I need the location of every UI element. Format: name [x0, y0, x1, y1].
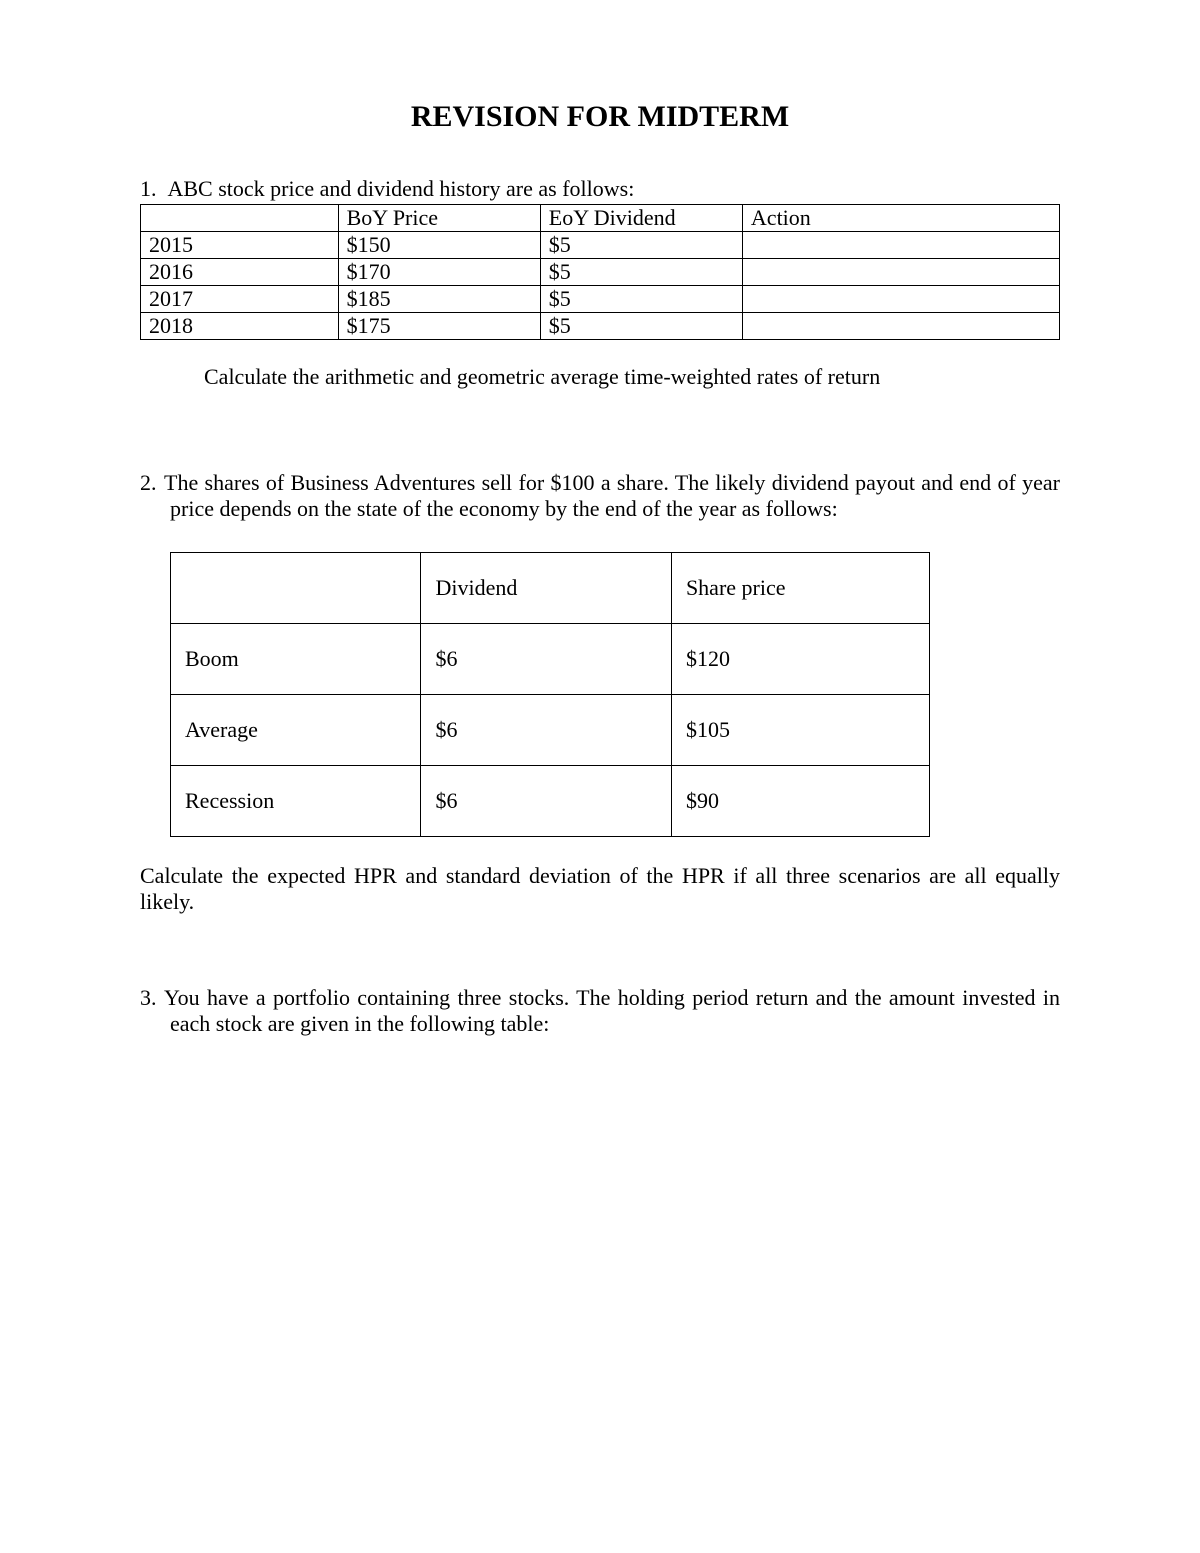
table-cell: Action	[742, 205, 1059, 232]
table-cell: $6	[421, 624, 671, 695]
table-cell: $185	[338, 286, 540, 313]
table-cell: $5	[540, 313, 742, 340]
table-cell	[742, 232, 1059, 259]
q2-intro-text: The shares of Business Adventures sell f…	[164, 470, 1060, 521]
q3-intro: 3.You have a portfolio containing three …	[170, 985, 1060, 1037]
document-page: REVISION FOR MIDTERM 1. ABC stock price …	[0, 0, 1200, 1553]
table-cell: EoY Dividend	[540, 205, 742, 232]
q1-intro-text: ABC stock price and dividend history are…	[168, 176, 635, 201]
table-cell: 2015	[141, 232, 339, 259]
table-cell: 2017	[141, 286, 339, 313]
table-cell: $175	[338, 313, 540, 340]
table-cell: $5	[540, 232, 742, 259]
q1-number: 1.	[140, 176, 157, 201]
table-cell	[141, 205, 339, 232]
table-cell: $6	[421, 766, 671, 837]
table-cell	[742, 259, 1059, 286]
table-row: 2016 $170 $5	[141, 259, 1060, 286]
table-cell: Average	[171, 695, 421, 766]
q3-intro-text: You have a portfolio containing three st…	[164, 985, 1060, 1036]
table-cell: 2016	[141, 259, 339, 286]
table-cell: Dividend	[421, 553, 671, 624]
table-row: Average $6 $105	[171, 695, 930, 766]
table-row: BoY Price EoY Dividend Action	[141, 205, 1060, 232]
table-row: Recession $6 $90	[171, 766, 930, 837]
table-cell: $120	[671, 624, 929, 695]
table-cell: $5	[540, 259, 742, 286]
q3-number: 3.	[140, 985, 164, 1011]
page-title: REVISION FOR MIDTERM	[140, 100, 1060, 134]
table-row: Boom $6 $120	[171, 624, 930, 695]
table-cell	[171, 553, 421, 624]
q1-task: Calculate the arithmetic and geometric a…	[204, 364, 1060, 390]
table-cell: BoY Price	[338, 205, 540, 232]
table-cell: $105	[671, 695, 929, 766]
table-cell: $150	[338, 232, 540, 259]
table-cell: $6	[421, 695, 671, 766]
q1-table: BoY Price EoY Dividend Action 2015 $150 …	[140, 204, 1060, 340]
table-cell	[742, 286, 1059, 313]
table-cell	[742, 313, 1059, 340]
table-cell: $5	[540, 286, 742, 313]
table-cell: Boom	[171, 624, 421, 695]
table-row: 2015 $150 $5	[141, 232, 1060, 259]
table-row: Dividend Share price	[171, 553, 930, 624]
q2-intro: 2.The shares of Business Adventures sell…	[170, 470, 1060, 522]
table-cell: 2018	[141, 313, 339, 340]
table-cell: Recession	[171, 766, 421, 837]
table-row: 2017 $185 $5	[141, 286, 1060, 313]
table-cell: Share price	[671, 553, 929, 624]
table-cell: $90	[671, 766, 929, 837]
q1-intro: 1. ABC stock price and dividend history …	[140, 176, 1060, 202]
table-cell: $170	[338, 259, 540, 286]
table-row: 2018 $175 $5	[141, 313, 1060, 340]
q2-table: Dividend Share price Boom $6 $120 Averag…	[170, 552, 930, 837]
q2-number: 2.	[140, 470, 164, 496]
q2-task: Calculate the expected HPR and standard …	[140, 863, 1060, 915]
